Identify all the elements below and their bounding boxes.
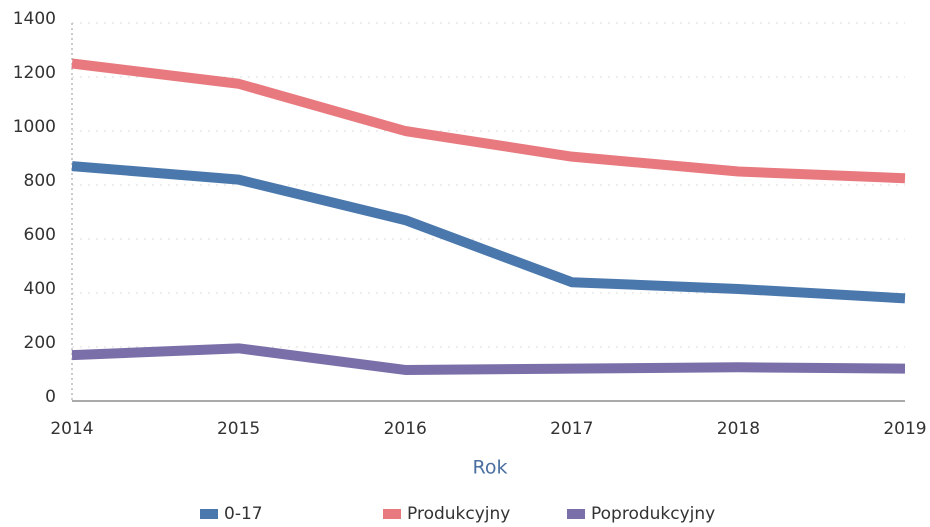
x-tick-label: 2014: [50, 419, 93, 439]
legend-swatch: [383, 509, 401, 519]
x-tick-label: 2016: [384, 419, 427, 439]
legend-swatch: [567, 509, 585, 519]
series-line: [71, 343, 906, 375]
legend-label: Poprodukcyjny: [591, 504, 715, 524]
legend-label: Produkcyjny: [407, 504, 510, 524]
y-tick-label: 200: [24, 333, 56, 353]
y-tick-label: 0: [45, 387, 56, 407]
y-tick-label: 400: [24, 279, 56, 299]
y-tick-label: 600: [24, 225, 56, 245]
legend-swatch: [200, 509, 218, 519]
y-tick-label: 1200: [13, 63, 56, 83]
x-tick-label: 2019: [883, 419, 926, 439]
series-line: [71, 161, 906, 304]
x-tick-label: 2018: [717, 419, 760, 439]
y-tick-label: 1000: [13, 117, 56, 137]
x-tick-label: 2017: [550, 419, 593, 439]
x-axis-label: Rok: [473, 457, 508, 479]
x-tick-label: 2015: [217, 419, 260, 439]
y-tick-label: 1400: [13, 9, 56, 29]
y-tick-label: 800: [24, 171, 56, 191]
series-line: [71, 58, 906, 184]
legend-label: 0-17: [224, 504, 263, 524]
